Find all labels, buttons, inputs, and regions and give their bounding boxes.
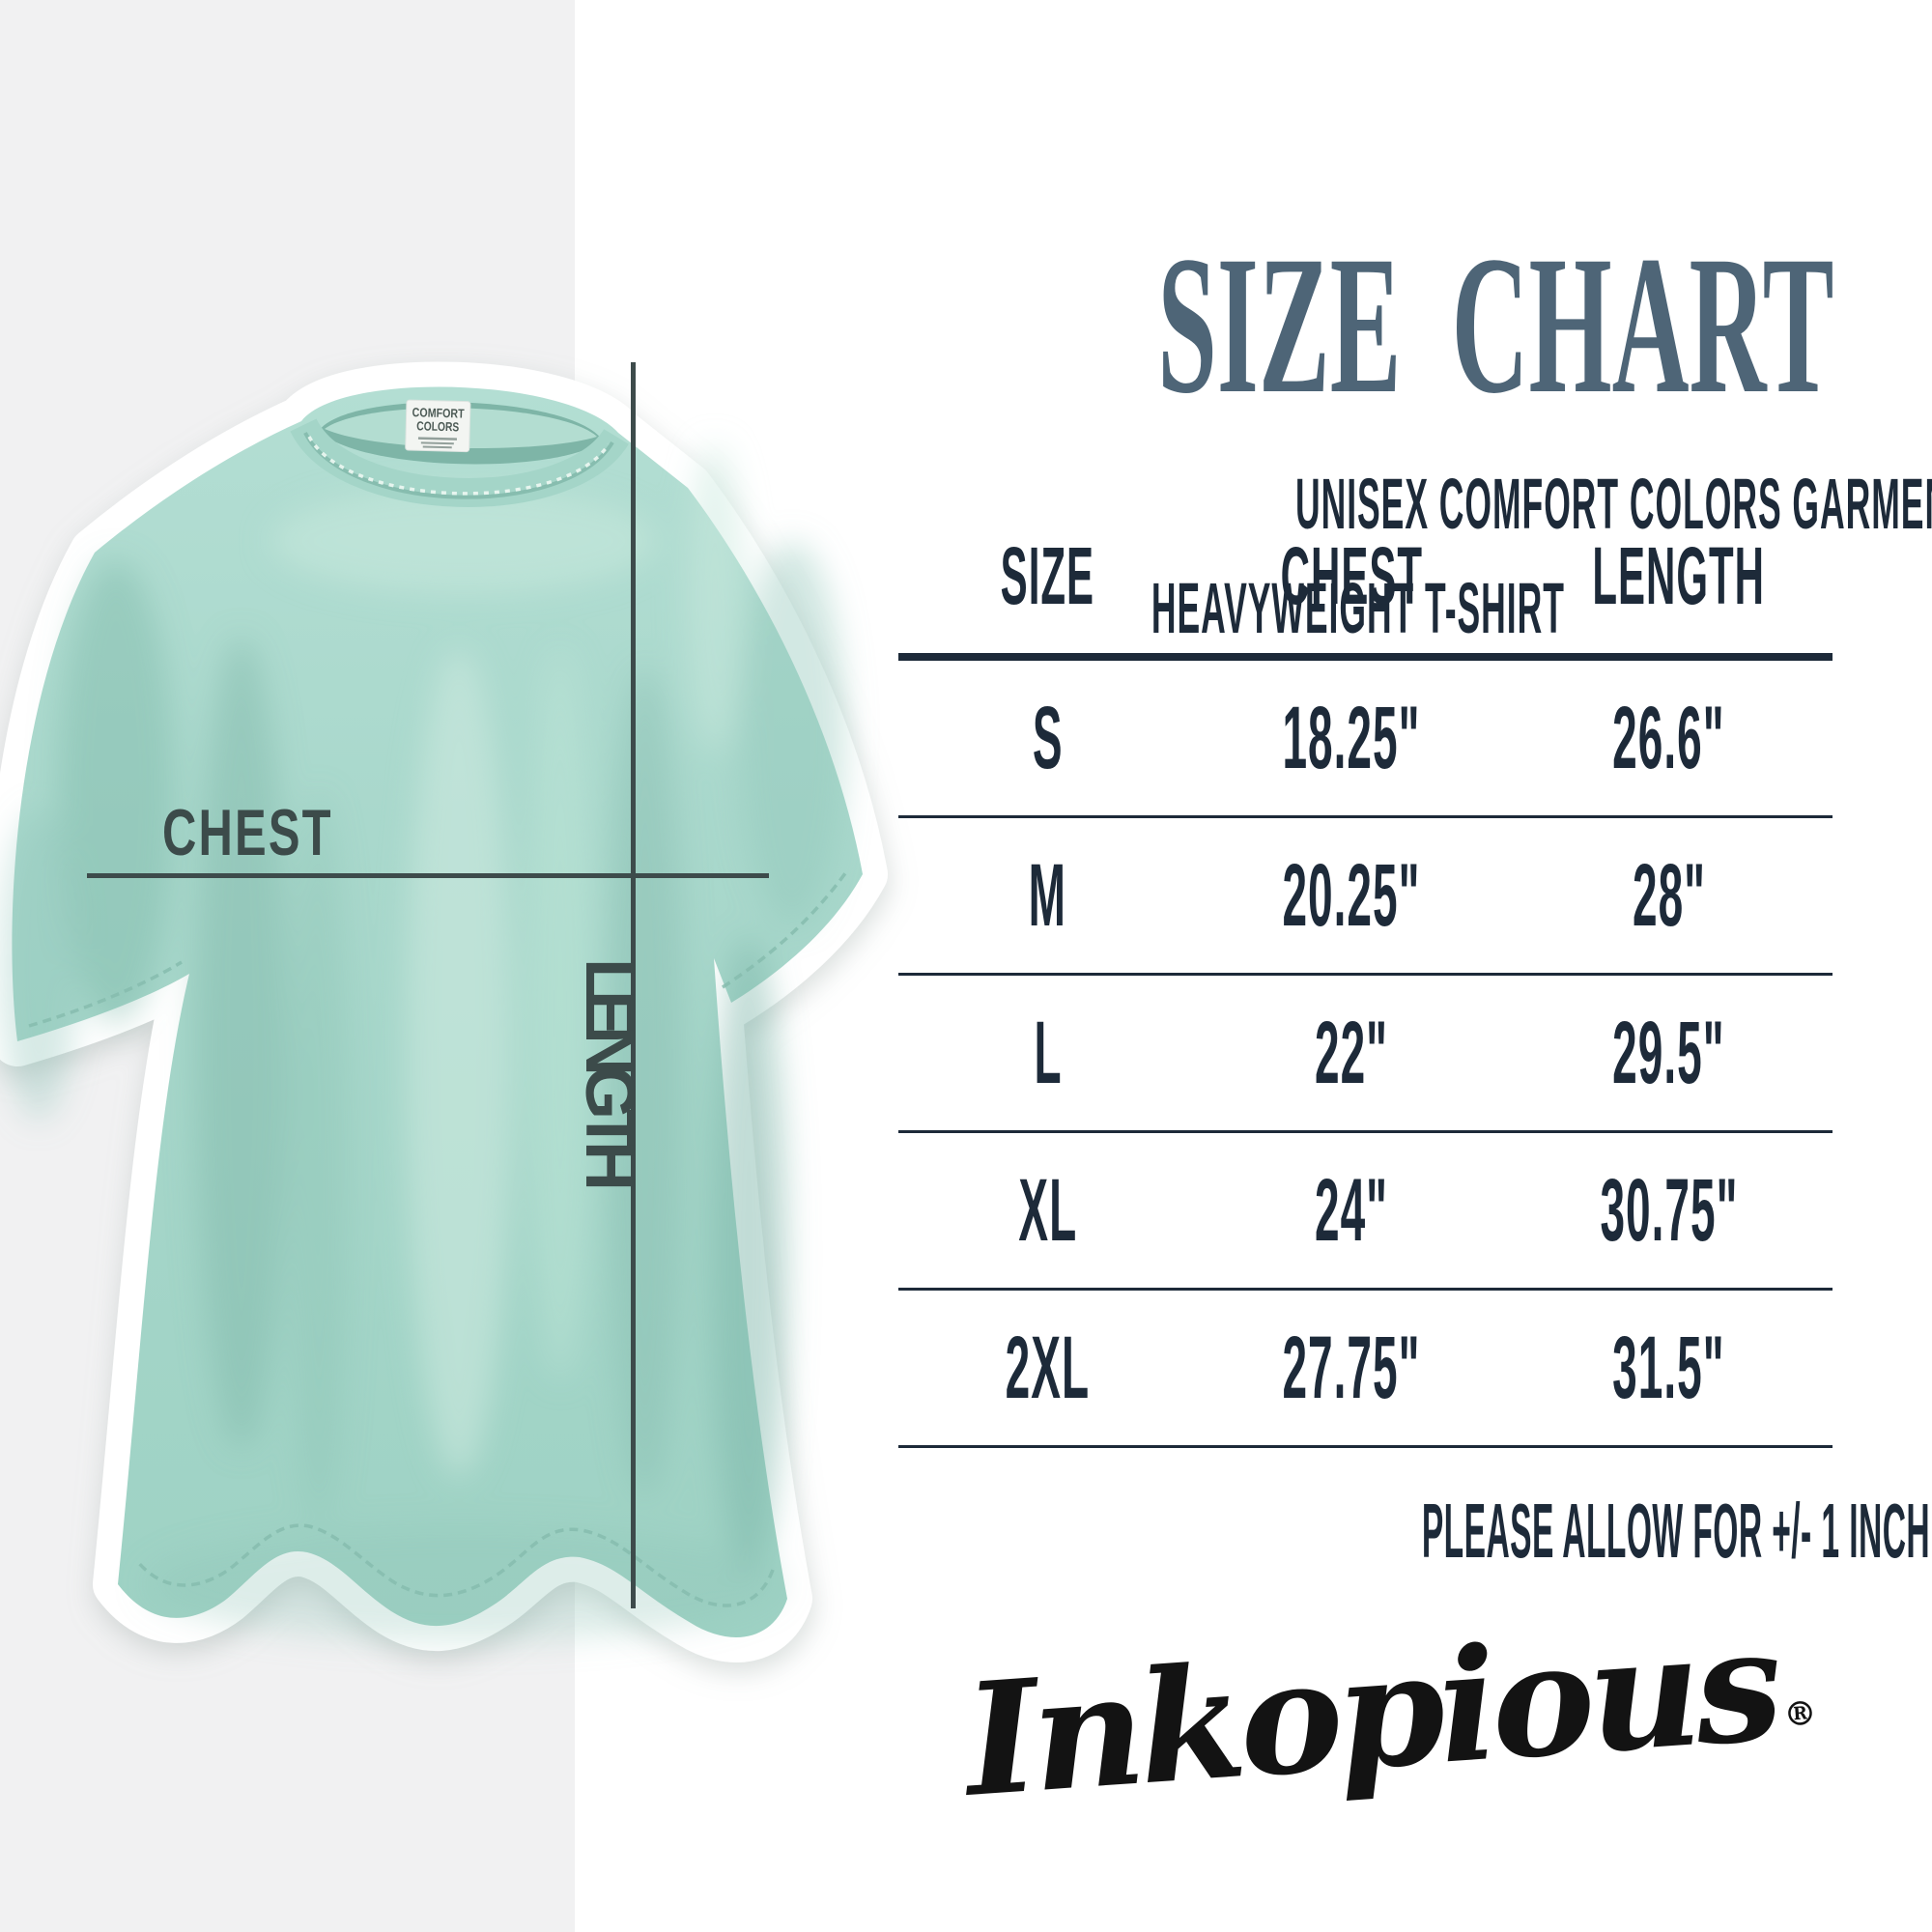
cell-chest: 18.25" bbox=[1282, 688, 1421, 787]
cell-size: L bbox=[1034, 1003, 1063, 1102]
column-header-chest: CHEST bbox=[1280, 529, 1423, 621]
table-row: L 22" 29.5" bbox=[898, 976, 1833, 1133]
chest-measure-label-text: CHEST bbox=[162, 796, 333, 869]
registered-trademark-icon: ® bbox=[1782, 1693, 1818, 1735]
size-table: SIZE CHEST LENGTH S 18.25" 26.6" M 20.25… bbox=[898, 529, 1833, 1448]
size-table-header-row: SIZE CHEST LENGTH bbox=[898, 529, 1833, 622]
collar-stitching bbox=[307, 436, 611, 496]
chest-measure-label: CHEST bbox=[162, 796, 399, 869]
page-title: SIZE CHART bbox=[869, 224, 1847, 427]
brand-logo: Inkopious® bbox=[959, 1586, 1818, 1868]
brand-logo-text: Inkopious bbox=[959, 1593, 1782, 1832]
length-measure-label: LENGTH bbox=[571, 958, 648, 1180]
subtitle: UNISEX COMFORT COLORS GARMENT-DYED HEAVY… bbox=[869, 452, 1932, 661]
cell-length: 26.6" bbox=[1612, 688, 1725, 787]
subtitle-line-2: HEAVYWEIGHT T-SHIRT bbox=[1151, 568, 1566, 648]
hem-stitching bbox=[28, 867, 850, 1607]
table-row: S 18.25" 26.6" bbox=[898, 661, 1833, 818]
table-row: 2XL 27.75" 31.5" bbox=[898, 1291, 1833, 1448]
column-header-size: SIZE bbox=[1001, 529, 1095, 621]
cell-chest: 27.75" bbox=[1282, 1318, 1421, 1417]
cell-size: 2XL bbox=[1006, 1318, 1091, 1417]
cell-length: 30.75" bbox=[1600, 1160, 1739, 1260]
chest-measure-line bbox=[87, 873, 769, 878]
cell-chest: 20.25" bbox=[1282, 845, 1421, 945]
column-header-length: LENGTH bbox=[1591, 529, 1765, 621]
cell-size: XL bbox=[1018, 1160, 1078, 1260]
cell-length: 28" bbox=[1632, 845, 1706, 945]
variance-note: PLEASE ALLOW FOR +/- 1 INCH VARIANCE IN … bbox=[860, 1490, 1932, 1573]
tag-brand-line1: COMFORT bbox=[412, 405, 464, 420]
tshirt-photo: COMFORT COLORS bbox=[0, 361, 888, 1662]
tag-brand-line2: COLORS bbox=[416, 418, 460, 434]
variance-note-text: PLEASE ALLOW FOR +/- 1 INCH VARIANCE IN … bbox=[1421, 1488, 1932, 1574]
table-row: M 20.25" 28" bbox=[898, 818, 1833, 976]
cell-size: M bbox=[1029, 845, 1067, 945]
cell-length: 31.5" bbox=[1612, 1318, 1725, 1417]
table-header-rule bbox=[898, 653, 1833, 661]
subtitle-line-1: UNISEX COMFORT COLORS GARMENT-DYED bbox=[1294, 464, 1932, 544]
neck-tag: COMFORT COLORS bbox=[405, 399, 471, 453]
cell-length: 29.5" bbox=[1612, 1003, 1725, 1102]
cell-chest: 22" bbox=[1315, 1003, 1388, 1102]
table-row: XL 24" 30.75" bbox=[898, 1133, 1833, 1291]
cell-chest: 24" bbox=[1315, 1160, 1388, 1260]
length-measure-line bbox=[631, 362, 636, 1608]
cell-size: S bbox=[1032, 688, 1064, 787]
shirt-shading bbox=[0, 444, 845, 1642]
page-title-text: SIZE CHART bbox=[1157, 215, 1834, 435]
